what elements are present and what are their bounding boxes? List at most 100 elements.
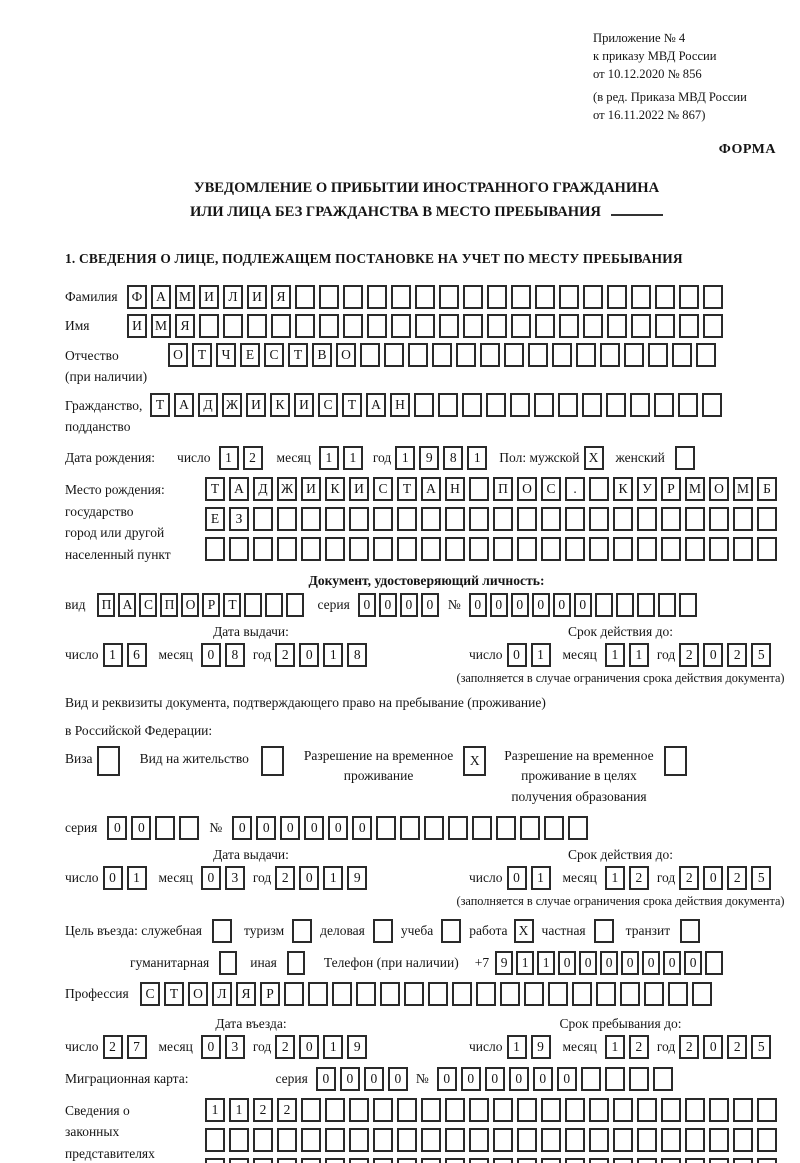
char-cell[interactable] [295,284,315,309]
char-cell[interactable]: Р [202,593,221,618]
char-cell[interactable] [415,284,435,309]
char-cell[interactable] [277,506,297,531]
char-cell[interactable] [367,313,387,338]
char-cell[interactable] [535,284,555,309]
char-cell[interactable] [408,342,428,367]
char-cell[interactable] [593,918,614,943]
char-cell[interactable] [260,746,284,777]
char-cell[interactable] [397,1097,417,1122]
char-cell[interactable] [308,981,328,1006]
char-cell[interactable] [476,981,496,1006]
char-cell[interactable] [277,1157,297,1163]
edu-permit-checkbox[interactable] [663,746,691,777]
char-cell[interactable] [692,981,712,1006]
char-cell[interactable]: 0 [131,815,152,840]
char-cell[interactable]: 0 [684,950,703,975]
char-cell[interactable] [652,1066,673,1091]
char-cell[interactable]: Л [223,284,243,309]
char-cell[interactable] [606,392,626,417]
char-cell[interactable] [301,1127,321,1152]
char-cell[interactable]: С [318,392,338,417]
char-cell[interactable] [589,506,609,531]
char-cell[interactable] [607,313,627,338]
char-cell[interactable]: 2 [275,1034,296,1059]
visa-checkbox[interactable] [96,746,124,777]
char-cell[interactable]: 0 [489,593,508,618]
char-cell[interactable]: 0 [558,950,577,975]
char-cell[interactable] [332,981,352,1006]
char-cell[interactable] [572,981,592,1006]
char-cell[interactable] [469,506,489,531]
char-cell[interactable] [510,392,530,417]
purpose-private-checkbox[interactable] [593,918,618,943]
char-cell[interactable] [679,313,699,338]
purpose-transit-checkbox[interactable] [680,918,704,943]
representatives-cells-row2[interactable] [205,1127,781,1152]
char-cell[interactable] [565,1097,585,1122]
char-cell[interactable] [654,392,674,417]
char-cell[interactable] [534,392,554,417]
char-cell[interactable]: 0 [460,1066,481,1091]
char-cell[interactable]: В [312,342,332,367]
char-cell[interactable]: 0 [556,1066,577,1091]
char-cell[interactable] [757,536,777,561]
char-cell[interactable]: 0 [200,643,221,668]
char-cell[interactable] [548,981,568,1006]
char-cell[interactable] [705,950,724,975]
char-cell[interactable]: З [229,506,249,531]
char-cell[interactable] [229,1157,249,1163]
char-cell[interactable]: 0 [339,1066,360,1091]
char-cell[interactable] [349,1157,369,1163]
char-cell[interactable]: Л [212,981,232,1006]
char-cell[interactable]: 0 [420,593,439,618]
char-cell[interactable] [565,1127,585,1152]
char-cell[interactable] [286,593,305,618]
char-cell[interactable] [663,746,687,777]
char-cell[interactable]: К [325,476,345,501]
char-cell[interactable]: 5 [751,1034,772,1059]
char-cell[interactable] [582,392,602,417]
char-cell[interactable] [583,284,603,309]
char-cell[interactable] [589,1127,609,1152]
char-cell[interactable]: 3 [224,1034,245,1059]
char-cell[interactable] [421,506,441,531]
char-cell[interactable]: 0 [506,865,527,890]
char-cell[interactable] [757,1097,777,1122]
char-cell[interactable]: Я [175,313,195,338]
char-cell[interactable] [648,342,668,367]
char-cell[interactable] [680,918,701,943]
char-cell[interactable]: 8 [224,643,245,668]
char-cell[interactable] [661,536,681,561]
purpose-tourism-checkbox[interactable] [292,918,316,943]
char-cell[interactable] [404,981,424,1006]
char-cell[interactable] [421,1127,441,1152]
char-cell[interactable]: 0 [703,643,724,668]
char-cell[interactable] [356,981,376,1006]
temp-permit-checkbox[interactable]: X [463,746,490,777]
char-cell[interactable] [636,593,655,618]
char-cell[interactable] [541,1157,561,1163]
char-cell[interactable] [301,506,321,531]
char-cell[interactable] [615,593,634,618]
char-cell[interactable] [500,981,520,1006]
char-cell[interactable] [487,284,507,309]
char-cell[interactable] [733,506,753,531]
char-cell[interactable] [373,506,393,531]
char-cell[interactable] [696,342,716,367]
char-cell[interactable] [733,1127,753,1152]
char-cell[interactable]: А [174,392,194,417]
char-cell[interactable]: 1 [628,643,649,668]
char-cell[interactable]: 0 [510,593,529,618]
char-cell[interactable]: 8 [347,643,368,668]
char-cell[interactable]: 0 [328,815,349,840]
char-cell[interactable]: 9 [419,445,440,470]
char-cell[interactable]: 0 [508,1066,529,1091]
char-cell[interactable] [445,506,465,531]
char-cell[interactable] [576,342,596,367]
